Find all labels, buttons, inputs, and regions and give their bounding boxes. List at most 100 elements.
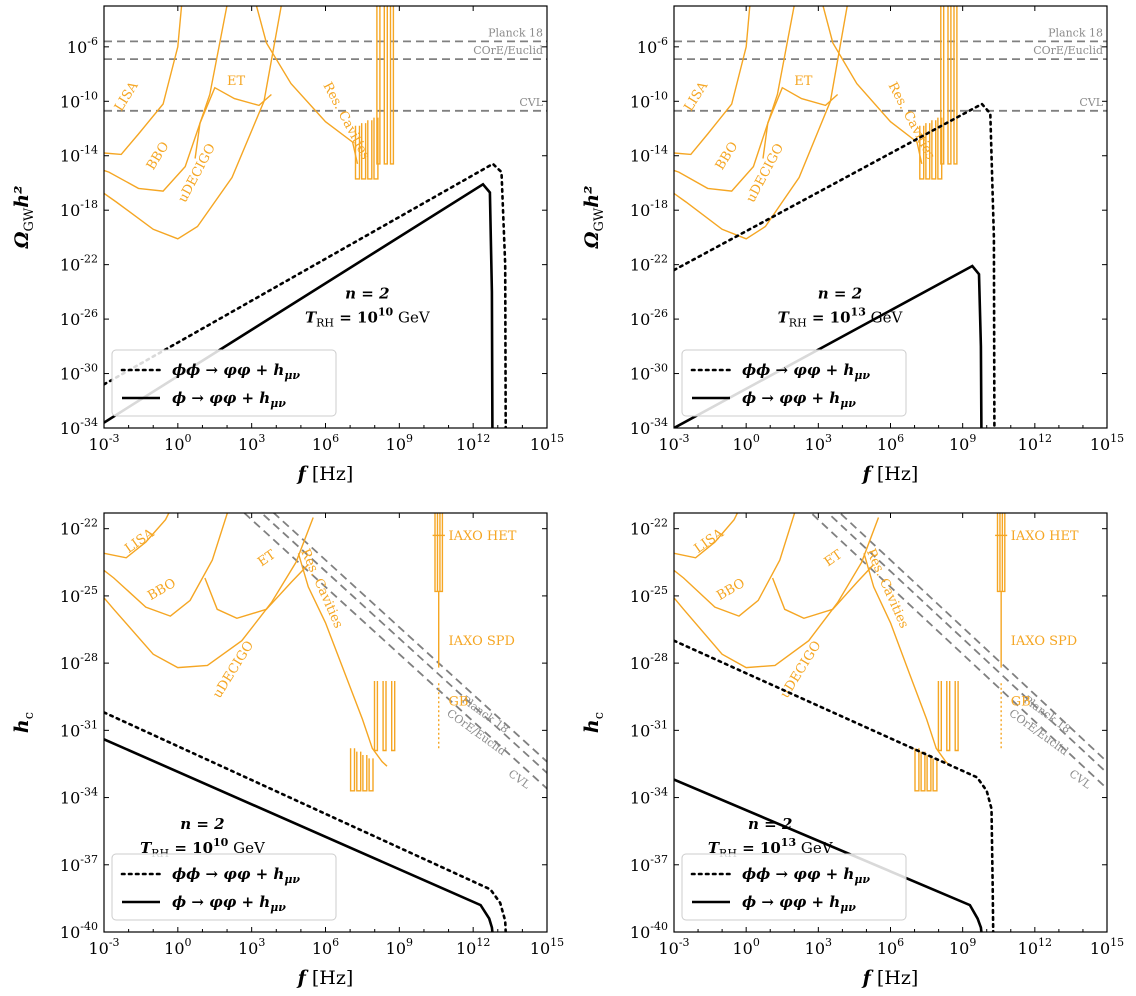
y-tick-label: 10-31 [630, 718, 668, 740]
y-axis-label: ΩGWh² [11, 186, 37, 250]
sens-curve-et [762, 86, 839, 159]
y-tick-label: 10-37 [630, 853, 668, 875]
sensitivity-label: BBO [144, 139, 173, 172]
y-tick-label: 10-30 [60, 362, 98, 384]
sens-curve-et [194, 86, 272, 159]
legend-entry: ϕ → φφ + hμν [742, 389, 856, 410]
x-tick-label: 1015 [1090, 432, 1124, 454]
sensitivity-label: IAXO HET [449, 529, 517, 544]
y-tick-label: 10-10 [630, 89, 668, 111]
x-tick-label: 1012 [456, 936, 490, 958]
sensitivity-label: BBO [145, 576, 178, 604]
sens-spike [356, 751, 362, 792]
x-tick-label: 1012 [456, 432, 490, 454]
series-dotted [674, 639, 995, 932]
sens-spike [937, 681, 942, 752]
y-tick-label: 10-28 [60, 651, 98, 673]
sensitivity-label: uDECIGO [176, 141, 219, 205]
annotation-trh: TRH = 1010 GeV [140, 836, 266, 860]
bound-label: CVL [519, 96, 543, 109]
sensitivity-label: IAXO HET [1011, 529, 1079, 544]
sensitivity-label: ET [227, 74, 245, 89]
sens-spike [925, 123, 931, 180]
x-tick-label: 109 [949, 432, 976, 454]
y-axis-label: hc [11, 712, 37, 733]
annotation-trh: TRH = 1010 GeV [305, 306, 431, 330]
panel-3: Planck 18COrE/EuclidCVLLISAETBBOuDECIGOR… [581, 512, 1124, 989]
panel-0: Planck 18 COrE/Euclid CVL LISA ET BBO uDECIGO R… [11, 5, 564, 485]
y-tick-label: 10-34 [630, 786, 668, 808]
sens-curve-bbo [104, 513, 229, 617]
panel-1: Planck 18 COrE/Euclid CVL LISA ET BBO uDECIGO R… [581, 5, 1124, 485]
sensitivity-label: GB [1011, 695, 1031, 710]
sens-spike [382, 681, 387, 752]
bound-label: COrE/Euclid [473, 44, 543, 57]
bound-line [260, 513, 547, 774]
y-tick-label: 10-14 [630, 144, 668, 166]
y-tick-label: 10-34 [60, 416, 98, 438]
sens-spike [362, 755, 368, 792]
x-tick-label: 1012 [1018, 936, 1052, 958]
y-tick-label: 10-25 [60, 584, 98, 606]
y-tick-label: 10-22 [630, 253, 668, 275]
y-axis-label: hc [581, 712, 607, 733]
sens-curve-lisa [104, 513, 170, 559]
sensitivity-label: ET [255, 547, 279, 570]
legend: ϕϕ → φφ + hμν ϕ → φφ + hμν [681, 349, 907, 417]
y-axis-label: ΩGWh² [581, 186, 607, 250]
y-tick-label: 10-22 [630, 517, 668, 539]
sens-spike [954, 681, 959, 752]
y-tick-label: 10-14 [60, 144, 98, 166]
sens-spike [361, 123, 367, 180]
bound-label: CVL [506, 767, 533, 792]
y-tick-label: 10-22 [60, 517, 98, 539]
sens-spike [391, 681, 396, 752]
sens-spike [953, 6, 958, 165]
sensitivity-label: uDECIGO [744, 141, 787, 205]
legend-entry: ϕϕ → φφ + hμν [172, 361, 300, 382]
sens-spike [383, 6, 388, 165]
sensitivity-label: Res. Cavities [297, 547, 345, 631]
x-tick-label: 1015 [530, 432, 564, 454]
sensitivity-label: LISA [692, 526, 727, 557]
legend-entry: ϕϕ → φφ + hμν [742, 361, 870, 382]
legend-entry: ϕ → φφ + hμν [172, 893, 286, 914]
y-tick-label: 10-10 [60, 89, 98, 111]
bound-line [809, 513, 1107, 790]
annotation-trh: TRH = 1013 GeV [778, 306, 904, 330]
sens-spike [920, 751, 926, 792]
sensitivity-label: ET [794, 74, 812, 89]
sens-spike [940, 6, 945, 165]
x-tick-label: 103 [805, 432, 832, 454]
sens-spike [354, 125, 361, 180]
x-tick-label: 10-3 [88, 936, 119, 958]
y-tick-label: 10-22 [60, 253, 98, 275]
sensitivity-label: BBO [714, 576, 747, 604]
sens-curve-lisa [674, 513, 739, 559]
annotation-n: n = 2 [345, 285, 389, 303]
bound-line [826, 513, 1107, 774]
y-tick-label: 10-37 [60, 853, 98, 875]
x-tick-label: 106 [312, 936, 339, 958]
sens-spike [376, 6, 381, 165]
x-tick-label: 100 [164, 432, 191, 454]
sens-spike [947, 6, 952, 165]
sensitivity-label: LISA [122, 526, 157, 557]
sens-spike [946, 681, 951, 752]
x-tick-label: 10-3 [658, 936, 689, 958]
series-solid [104, 738, 494, 932]
y-tick-label: 10-26 [630, 307, 668, 329]
sensitivity-label: IAXO SPD [1011, 634, 1077, 649]
legend: ϕϕ → φφ + hμν ϕ → φφ + hμν [111, 349, 337, 417]
sens-curve-bbo [104, 6, 228, 192]
bound-label: CVL [1079, 96, 1103, 109]
legend-entry: ϕ → φφ + hμν [172, 389, 286, 410]
sens-curve-bbo [674, 6, 795, 192]
legend: ϕϕ → φφ + hμν ϕ → φφ + hμν [681, 853, 907, 921]
sens-curve-res-cavities [255, 6, 359, 165]
y-tick-label: 10-18 [60, 198, 98, 220]
sens-spike [368, 758, 374, 792]
x-tick-label: 103 [238, 936, 265, 958]
x-tick-label: 106 [312, 432, 339, 454]
sens-spike [932, 758, 938, 792]
